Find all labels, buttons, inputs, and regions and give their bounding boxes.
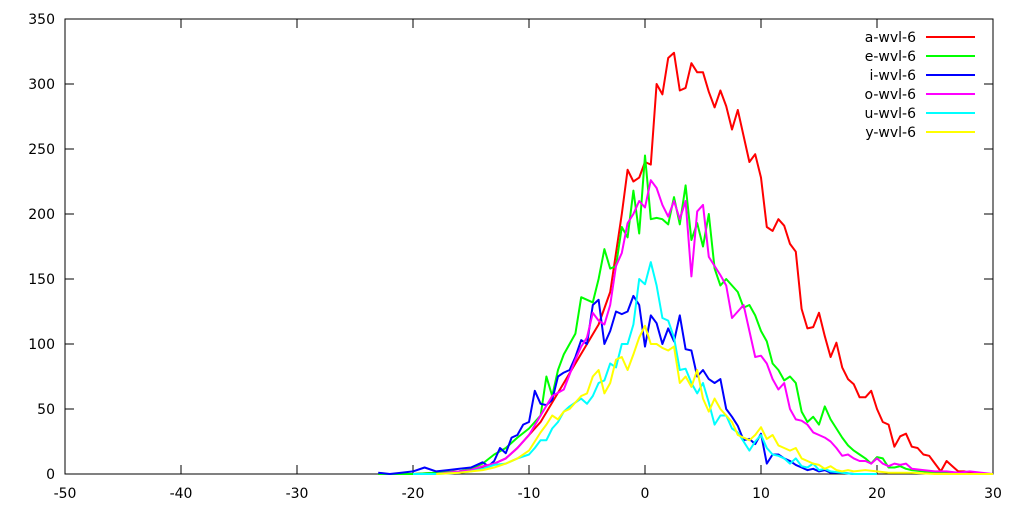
y-tick-label: 350 <box>28 12 55 28</box>
series-line-y-wvl-6 <box>436 324 993 475</box>
legend-label: e-wvl-6 <box>865 49 916 65</box>
y-tick-label: 50 <box>37 402 55 418</box>
axis-ticks <box>64 18 994 475</box>
x-tick-label: -50 <box>54 486 77 502</box>
x-tick-label: -30 <box>286 486 309 502</box>
x-tick-label: -40 <box>170 486 193 502</box>
x-tick-label: 20 <box>868 486 886 502</box>
x-tick-label: -10 <box>518 486 541 502</box>
y-tick-label: 150 <box>28 272 55 288</box>
y-tick-label: 100 <box>28 337 55 353</box>
y-tick-label: 0 <box>46 467 55 483</box>
plot-frame <box>64 18 994 475</box>
legend-label: y-wvl-6 <box>865 125 916 141</box>
legend-label: i-wvl-6 <box>869 68 916 84</box>
x-tick-label: -20 <box>402 486 425 502</box>
axis-tick-labels: -50 -40 -30 -20 -10 0 10 20 30050100150200250300… <box>28 12 1002 502</box>
series-lines <box>378 51 994 475</box>
series-line-e-wvl-6 <box>378 154 993 475</box>
series-line-o-wvl-6 <box>436 179 994 475</box>
x-tick-label: 10 <box>752 486 770 502</box>
legend: a-wvl-6 e-wvl-6 i-wvl-6 o-wvl-6 u-wvl-6 y-wvl… <box>864 30 975 141</box>
series-line-a-wvl-6 <box>378 51 993 475</box>
y-tick-label: 300 <box>28 77 55 93</box>
x-tick-label: 0 <box>641 486 650 502</box>
y-tick-label: 250 <box>28 142 55 158</box>
series-line-u-wvl-6 <box>413 261 877 475</box>
y-tick-label: 200 <box>28 207 55 223</box>
legend-label: u-wvl-6 <box>864 106 916 122</box>
x-tick-label: 30 <box>984 486 1002 502</box>
legend-label: o-wvl-6 <box>865 87 917 103</box>
series-line-i-wvl-6 <box>378 294 877 475</box>
legend-label: a-wvl-6 <box>865 30 916 46</box>
